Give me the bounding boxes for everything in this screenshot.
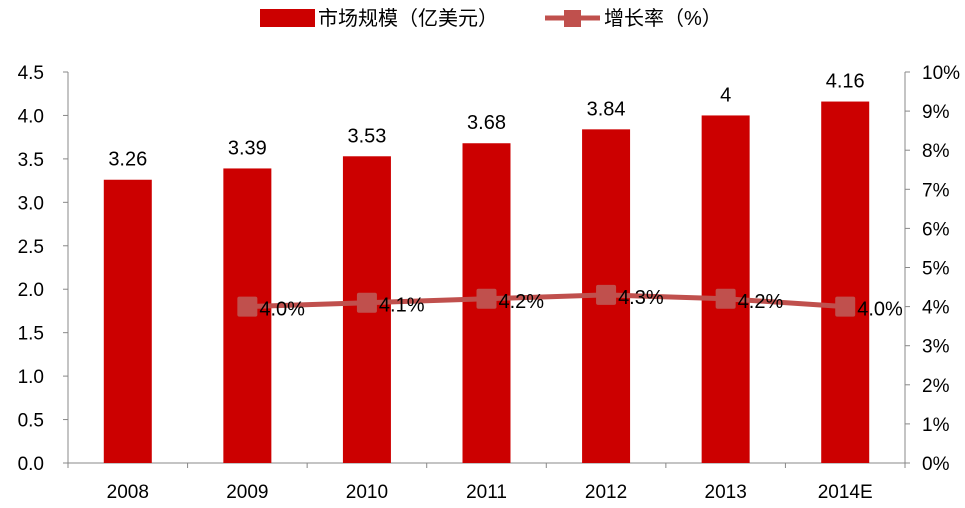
right-tick-label: 3% (922, 337, 950, 358)
x-tick-label: 2009 (226, 482, 268, 503)
growth-marker (476, 288, 497, 309)
right-tick-label: 2% (922, 376, 950, 397)
growth-label: 4.0% (857, 299, 903, 321)
x-tick-label: 2012 (585, 482, 627, 503)
left-tick-label: 0.0 (18, 454, 44, 475)
bar-label: 3.39 (228, 137, 267, 159)
right-tick-label: 10% (922, 63, 960, 84)
bar-label: 3.84 (587, 98, 626, 120)
right-tick-label: 4% (922, 298, 950, 319)
bar (821, 101, 870, 463)
bar-label: 3.68 (467, 112, 506, 134)
left-tick-label: 4.5 (18, 63, 44, 84)
right-tick-label: 9% (922, 102, 950, 123)
left-tick-label: 1.5 (18, 324, 44, 345)
x-tick-label: 2010 (346, 482, 388, 503)
right-tick-label: 8% (922, 141, 950, 162)
right-tick-label: 7% (922, 180, 950, 201)
left-tick-label: 2.0 (18, 280, 44, 301)
legend-bar-swatch (260, 9, 315, 27)
bar-label: 3.26 (108, 149, 147, 171)
left-tick-label: 3.5 (18, 150, 44, 171)
x-tick-label: 2014E (818, 482, 873, 503)
growth-label: 4.3% (618, 287, 664, 309)
left-tick-label: 0.5 (18, 411, 44, 432)
growth-label: 4.2% (499, 291, 545, 313)
legend-line-label: 增长率（%） (604, 7, 722, 30)
bar-label: 4.16 (826, 71, 865, 93)
left-tick-label: 2.5 (18, 237, 44, 258)
growth-line (247, 292, 846, 310)
growth-label: 4.2% (738, 291, 784, 313)
growth-label: 4.1% (379, 295, 425, 317)
right-tick-label: 0% (922, 454, 950, 475)
right-tick-label: 1% (922, 415, 950, 436)
growth-marker (835, 296, 856, 317)
right-tick-label: 6% (922, 219, 950, 240)
bar-label: 4 (720, 84, 731, 106)
x-tick-label: 2008 (107, 482, 149, 503)
left-tick-label: 1.0 (18, 367, 44, 388)
x-tick-label: 2011 (466, 482, 507, 503)
growth-marker (356, 292, 377, 313)
growth-label: 4.0% (259, 299, 305, 321)
bar (103, 179, 152, 463)
x-tick-label: 2013 (705, 482, 747, 503)
left-tick-label: 3.0 (18, 193, 44, 214)
growth-marker (596, 284, 617, 305)
legend-bar-label: 市场规模（亿美元） (318, 7, 498, 30)
growth-marker (715, 288, 736, 309)
bar-label: 3.53 (347, 125, 386, 147)
growth-marker (237, 296, 258, 317)
left-tick-label: 4.0 (18, 106, 44, 127)
legend-line-marker (564, 10, 581, 27)
right-tick-label: 5% (922, 259, 950, 280)
